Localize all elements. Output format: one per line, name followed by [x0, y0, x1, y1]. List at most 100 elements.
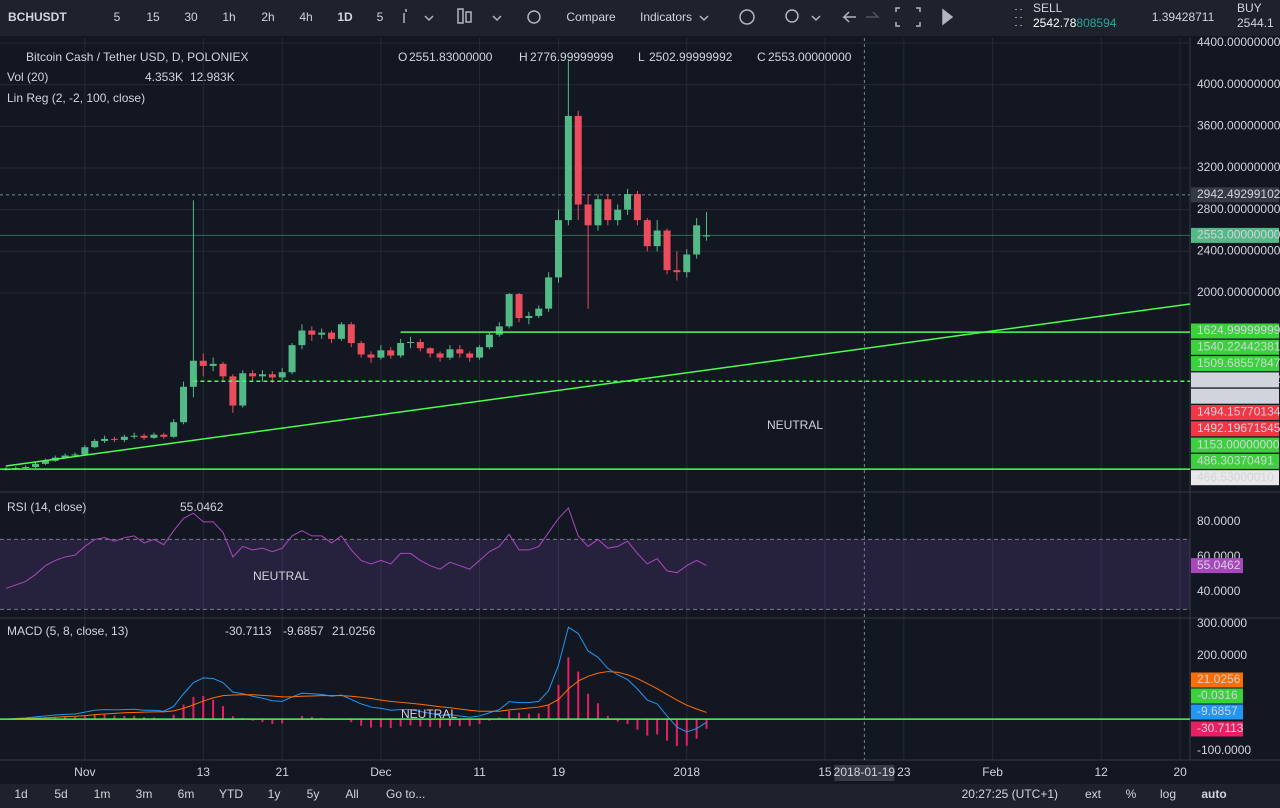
macd-histogram-bar [646, 719, 649, 736]
candle-type-icon[interactable] [465, 11, 472, 23]
macd-histogram-bar [705, 719, 708, 729]
candle-body [673, 270, 681, 273]
fullscreen-icon[interactable] [895, 7, 921, 27]
candle-body [337, 324, 345, 339]
toolbar-icons [403, 7, 1022, 27]
macd-histogram-bar [478, 719, 481, 724]
macd-histogram-bar [350, 719, 353, 723]
interval-button[interactable]: 4h [299, 10, 312, 24]
compare-button[interactable]: Compare [566, 10, 616, 24]
macd-histogram-bar [143, 717, 146, 720]
macd-tag-box [1191, 704, 1243, 720]
drag-icon[interactable] [1015, 9, 1022, 26]
macd-histogram-bar [123, 715, 126, 720]
macd-histogram-bar [83, 715, 86, 720]
dropdown-icon[interactable] [403, 9, 434, 23]
price-tag-box [1191, 437, 1279, 453]
time-tick-label: 11 [473, 765, 486, 779]
settings-icon[interactable] [527, 10, 541, 24]
macd-legend-histogram: -30.7113 [225, 624, 272, 638]
volume-value: 4.353K [145, 70, 183, 84]
interval-button[interactable]: 2h [261, 10, 274, 24]
macd-histogram-bar [685, 719, 688, 746]
ohlc-key: O [398, 50, 407, 64]
candle-body [604, 199, 612, 221]
price-tag-label: 1509.68557847 [1197, 356, 1280, 370]
macd-histogram-bar [133, 715, 136, 720]
sell-price[interactable]: 2542.78808594 [1033, 16, 1117, 30]
price-tag-box [1191, 339, 1279, 355]
interval-button[interactable]: 30 [184, 10, 198, 24]
play-icon[interactable] [942, 8, 954, 26]
interval-button[interactable]: 5 [377, 10, 384, 24]
price-tag-label: 1502.19307102 [1197, 372, 1280, 386]
range-button[interactable]: 6m [178, 787, 195, 801]
macd-histogram-bar [666, 719, 669, 741]
macd-histogram-bar [64, 716, 67, 720]
interval-button[interactable]: 5 [114, 10, 121, 24]
scale-option[interactable]: auto [1201, 787, 1226, 801]
indicators-button[interactable]: Indicators [640, 10, 692, 24]
macd-histogram-bar [547, 704, 550, 720]
ohlc-value: 2502.99999992 [649, 50, 733, 64]
crosshair-price-tag: 2942.49299102 [1197, 187, 1280, 201]
candle-body [189, 360, 197, 387]
dropdown-icon[interactable] [492, 15, 821, 22]
rsi-tag-box [1191, 558, 1243, 574]
ohlc-key: C [757, 50, 766, 64]
range-button[interactable]: 5y [307, 787, 320, 801]
range-button[interactable]: 1m [94, 787, 111, 801]
range-button[interactable]: 1d [14, 787, 27, 801]
range-button[interactable]: YTD [219, 787, 243, 801]
buy-label[interactable]: BUY [1237, 1, 1262, 15]
candle-body [545, 277, 553, 309]
interval-button[interactable]: 1h [222, 10, 235, 24]
price-tick-label: 2400.00000000 [1197, 244, 1280, 258]
ohlc-value: 2551.83000000 [409, 50, 493, 64]
macd-tick-label: 200.0000 [1197, 648, 1247, 662]
candle-body [683, 254, 691, 273]
time-tick-label: Dec [370, 765, 391, 779]
candle-type-icon[interactable] [457, 8, 464, 24]
ohlc-value: 2553.00000000 [768, 50, 852, 64]
price-tag-box [1191, 405, 1279, 420]
range-button[interactable]: 3m [136, 787, 153, 801]
macd-legend-macd: -9.6857 [283, 624, 324, 638]
candle-body [180, 386, 188, 423]
undo-icon[interactable] [842, 11, 856, 23]
macd-tag: 21.0256 [1197, 672, 1241, 686]
range-button[interactable]: 1y [268, 787, 281, 801]
sell-label[interactable]: SELL [1033, 1, 1063, 15]
macd-tag-box [1191, 721, 1243, 737]
volume-label: Vol (20) [7, 70, 48, 84]
candle-body [249, 373, 257, 377]
macd-histogram-bar [508, 710, 511, 720]
goto-button[interactable]: Go to... [386, 787, 425, 801]
candle-body [308, 330, 316, 335]
candle-body [633, 194, 641, 221]
redo-icon[interactable] [866, 11, 880, 18]
macd-histogram-bar [379, 719, 382, 728]
macd-histogram-bar [675, 719, 678, 747]
interval-button[interactable]: 15 [146, 10, 160, 24]
scale-option[interactable]: log [1160, 787, 1176, 801]
macd-histogram-bar [113, 715, 116, 720]
alert-icon[interactable] [739, 9, 755, 25]
candle-body [170, 422, 178, 437]
macd-histogram-bar [409, 719, 412, 726]
interval-button[interactable]: 1D [337, 10, 353, 24]
scale-option[interactable]: ext [1085, 787, 1102, 801]
macd-histogram-bar [310, 716, 313, 720]
buy-price[interactable]: 2544.1 [1237, 16, 1274, 30]
macd-histogram-bar [192, 696, 195, 720]
range-button[interactable]: 5d [54, 787, 67, 801]
price-tick-label: 3600.00000000 [1197, 119, 1280, 133]
idea-icon[interactable] [785, 9, 799, 23]
symbol[interactable]: BCHUSDT [8, 10, 67, 24]
time-tick-label: 19 [552, 765, 566, 779]
range-button[interactable]: All [345, 787, 358, 801]
scale-option[interactable]: % [1126, 787, 1137, 801]
macd-histogram-bar [172, 714, 175, 720]
macd-histogram-bar [399, 719, 402, 727]
